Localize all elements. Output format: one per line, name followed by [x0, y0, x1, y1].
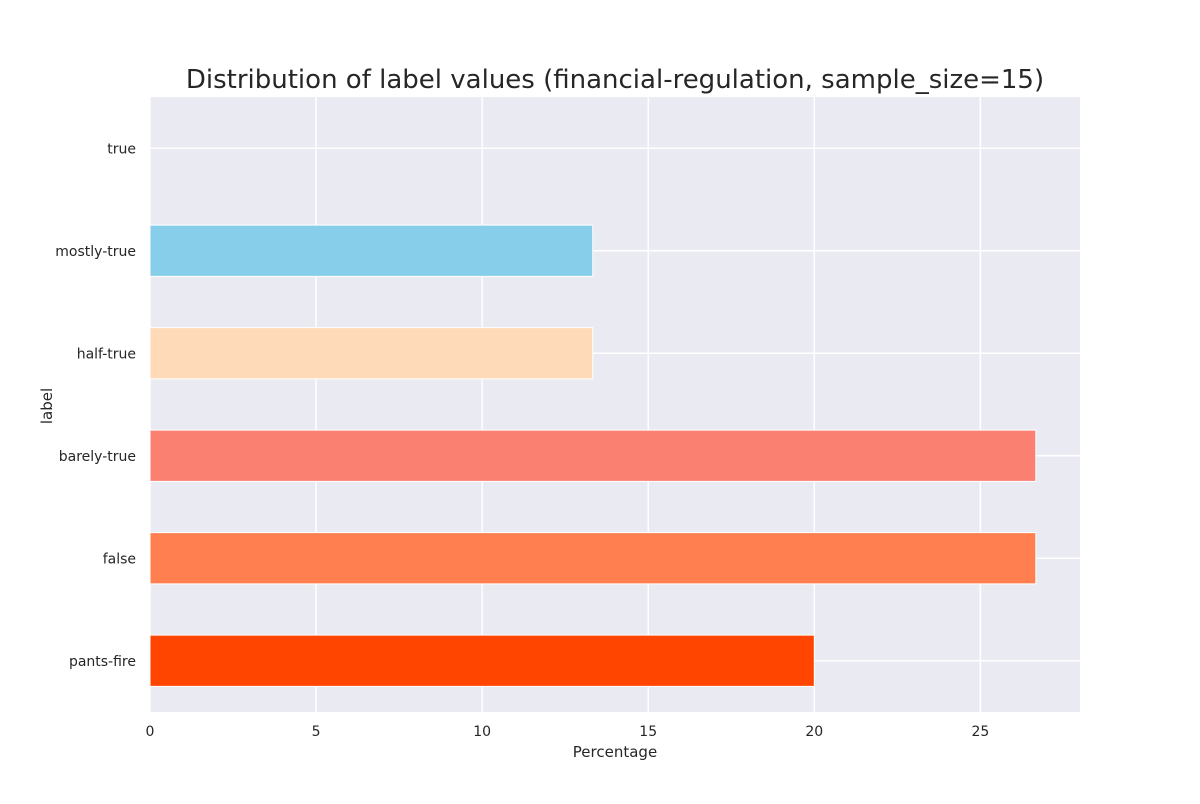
- bar-false: [149, 532, 1037, 585]
- y-tick-label: pants-fire: [69, 654, 136, 670]
- x-tick-label: 5: [312, 724, 321, 740]
- y-axis-label: label: [38, 388, 56, 424]
- y-tick-label: true: [107, 141, 136, 157]
- y-tick-labels: true mostly-true half-true barely-true false…: [55, 141, 136, 670]
- x-axis-label: Percentage: [573, 743, 657, 761]
- plot-background: [150, 97, 1080, 712]
- y-tick-label: barely-true: [59, 449, 136, 465]
- bar-mostly-true: [149, 224, 594, 277]
- x-tick-label: 25: [971, 724, 989, 740]
- y-tick-label: half-true: [77, 346, 136, 362]
- x-tick-label: 10: [473, 724, 491, 740]
- y-tick-label: mostly-true: [55, 244, 136, 260]
- x-tick-label: 0: [146, 724, 155, 740]
- bar-pants-fire: [149, 634, 815, 687]
- x-tick-label: 15: [639, 724, 657, 740]
- x-tick-labels: 0 5 10 15 20 25: [146, 724, 990, 740]
- x-tick-label: 20: [805, 724, 823, 740]
- bar-half-true: [149, 327, 594, 380]
- bars: [149, 224, 1037, 687]
- bar-barely-true: [149, 429, 1037, 482]
- chart-title: Distribution of label values (financial-…: [186, 65, 1044, 95]
- plot-area: [149, 97, 1080, 712]
- y-tick-label: false: [103, 551, 136, 567]
